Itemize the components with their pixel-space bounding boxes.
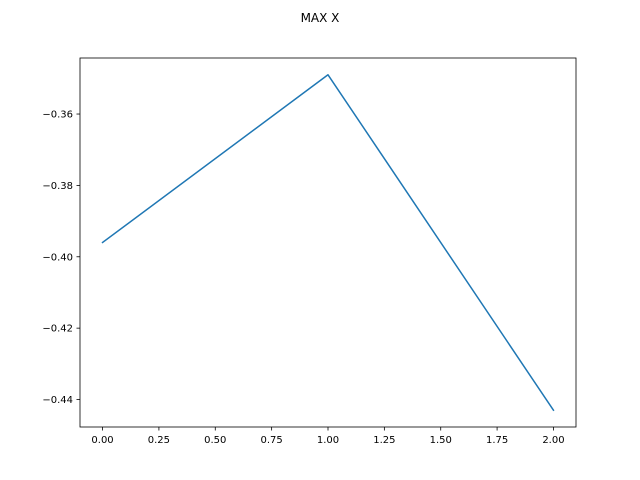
y-tick-label: −0.40 bbox=[42, 252, 73, 263]
y-tick-label: −0.42 bbox=[42, 324, 73, 335]
y-tick-label: −0.36 bbox=[42, 110, 73, 121]
x-tick-label: 0.75 bbox=[261, 435, 283, 446]
x-tick-label: 2.00 bbox=[542, 435, 564, 446]
y-tick-label: −0.38 bbox=[42, 181, 73, 192]
chart-title: MAX X bbox=[301, 11, 340, 25]
x-tick-label: 1.50 bbox=[430, 435, 452, 446]
x-tick-label: 1.75 bbox=[486, 435, 508, 446]
series-line-0 bbox=[101, 74, 555, 412]
x-tick-label: 0.00 bbox=[91, 435, 113, 446]
y-tick-label: −0.44 bbox=[42, 395, 73, 406]
axes-frame bbox=[79, 57, 577, 428]
x-tick-label: 0.50 bbox=[204, 435, 226, 446]
x-tick-label: 1.00 bbox=[317, 435, 339, 446]
x-tick-label: 0.25 bbox=[148, 435, 170, 446]
x-tick-label: 1.25 bbox=[373, 435, 395, 446]
plot-area: 0.00 0.25 0.50 0.75 1.00 1.25 1.50 1.75 2.00 −0.3… bbox=[42, 57, 577, 446]
